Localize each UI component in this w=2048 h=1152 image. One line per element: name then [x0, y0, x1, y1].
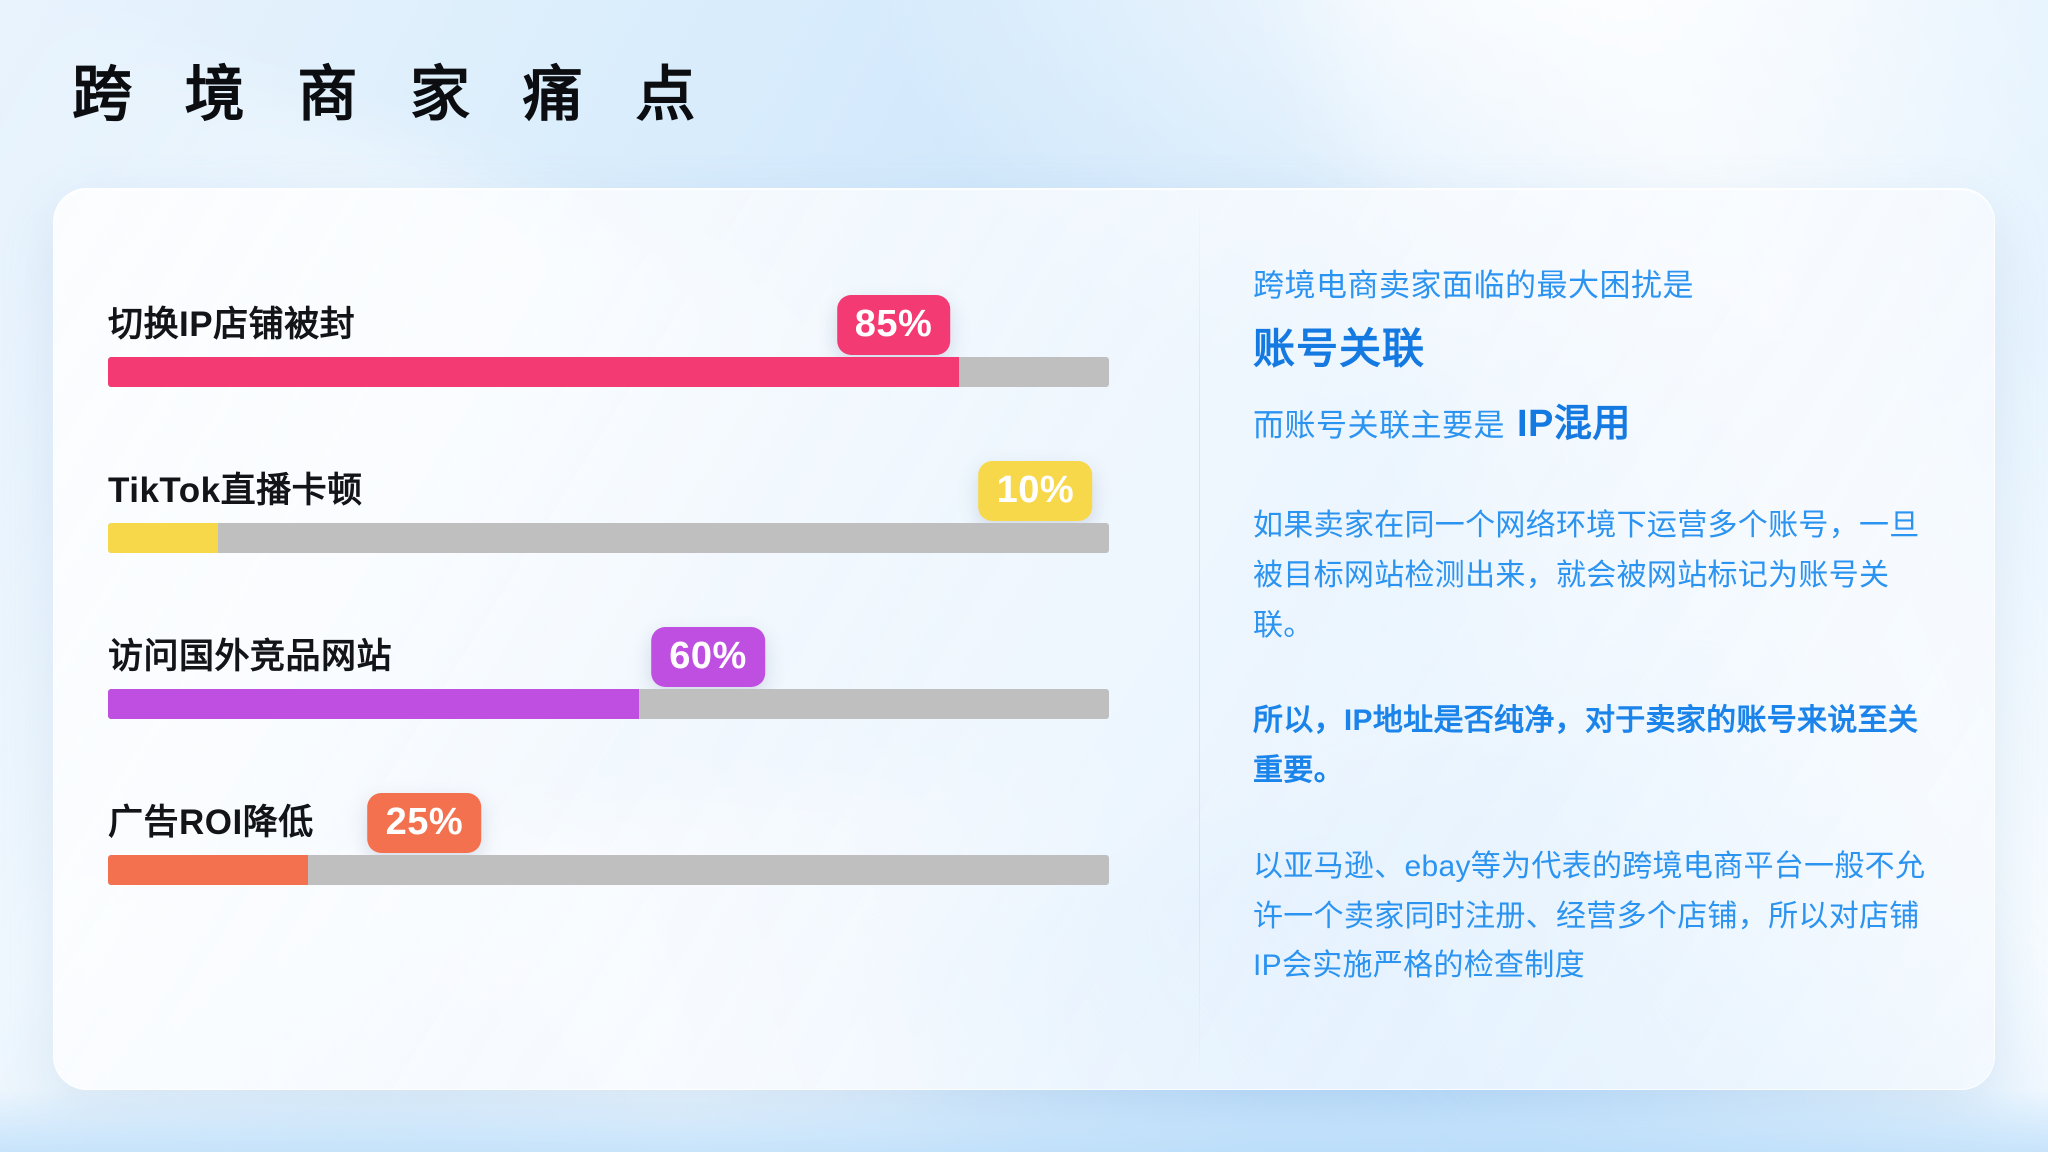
bar-row: 广告ROI降低 25%: [108, 759, 1199, 925]
bar-fill: [108, 357, 959, 387]
bar-track: [108, 523, 1109, 553]
bar-fill: [108, 523, 219, 553]
intro-line: 跨境电商卖家面临的最大困扰是: [1253, 268, 1694, 303]
bar-track: [108, 689, 1109, 719]
hero-keyword: 账号关联: [1253, 325, 1426, 373]
bar-fill: [108, 855, 309, 885]
subtitle-line: 而账号关联主要是 IP混用: [1253, 394, 1936, 455]
bar-header: 广告ROI降低 25%: [108, 759, 1199, 855]
subtitle-emphasis: IP混用: [1517, 403, 1631, 446]
bottom-reflection: [0, 1088, 2048, 1152]
bar-fill: [108, 689, 639, 719]
bar-header: 切换IP店铺被封 85%: [108, 261, 1199, 357]
bar-label: 切换IP店铺被封: [108, 305, 356, 344]
bar-row: 访问国外竞品网站 60%: [108, 593, 1199, 759]
bar-row: TikTok直播卡顿 10%: [108, 427, 1199, 593]
bar-label: 广告ROI降低: [108, 803, 314, 842]
bar-header: 访问国外竞品网站 60%: [108, 593, 1199, 689]
paragraph-association: 如果卖家在同一个网络环境下运营多个账号，一旦被目标网站检测出来，就会被网站标记为…: [1253, 508, 1920, 642]
explanation-panel: 跨境电商卖家面临的最大困扰是 账号关联 而账号关联主要是 IP混用 如果卖家在同一…: [1199, 189, 1994, 1089]
bar-value-badge: 85%: [836, 295, 951, 355]
bar-label: 访问国外竞品网站: [108, 637, 393, 676]
content-card: 切换IP店铺被封 85% TikTok直播卡顿 10%: [53, 188, 1995, 1090]
bar-value-badge: 60%: [651, 627, 765, 687]
bar-value-badge: 10%: [978, 461, 1093, 521]
page-title: 跨 境 商 家 痛 点: [72, 61, 714, 128]
bar-track: [108, 855, 1109, 885]
paragraph-ip-purity: 所以，IP地址是否纯净，对于卖家的账号来说至关重要。: [1253, 704, 1919, 788]
paragraph-platforms: 以亚马逊、ebay等为代表的跨境电商平台一般不允许一个卖家同时注册、经营多个店铺…: [1253, 849, 1926, 983]
bar-header: TikTok直播卡顿 10%: [108, 427, 1199, 523]
subtitle-prefix: 而账号关联主要是: [1253, 408, 1505, 444]
bar-label: TikTok直播卡顿: [108, 471, 363, 510]
bar-row: 切换IP店铺被封 85%: [108, 261, 1199, 427]
bar-track: [108, 357, 1109, 387]
pain-point-chart: 切换IP店铺被封 85% TikTok直播卡顿 10%: [54, 189, 1199, 1089]
bar-value-badge: 25%: [367, 793, 482, 853]
